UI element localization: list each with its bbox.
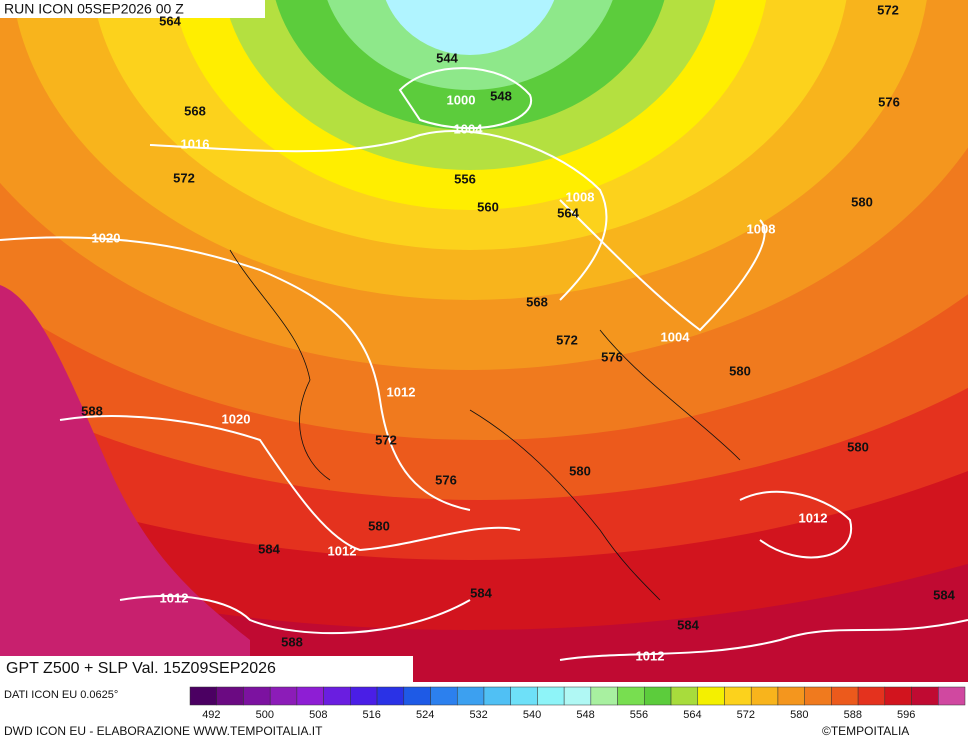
colorbar-tick-label: 508 — [309, 709, 327, 721]
colorbar-swatch — [697, 686, 725, 706]
colorbar-swatch — [537, 686, 565, 706]
colorbar-tick-label: 556 — [630, 709, 648, 721]
geopotential-label: 572 — [173, 170, 195, 185]
geopotential-label: 572 — [877, 2, 899, 17]
geopotential-label: 572 — [556, 332, 578, 347]
colorbar-swatch — [938, 686, 966, 706]
colorbar-tick-label: 596 — [897, 709, 915, 721]
geopotential-label: 576 — [878, 94, 900, 109]
footer-title: GPT Z500 + SLP Val. 15Z09SEP2026 — [6, 660, 276, 677]
pressure-label: 1012 — [799, 510, 828, 525]
colorbar-swatch — [216, 686, 244, 706]
geopotential-label: 580 — [368, 518, 390, 533]
colorbar-swatch — [804, 686, 832, 706]
colorbar-tick-label: 492 — [202, 709, 220, 721]
geopotential-label: 580 — [569, 463, 591, 478]
pressure-label: 1008 — [566, 189, 595, 204]
colorbar-tick-label: 580 — [790, 709, 808, 721]
geopotential-label: 544 — [436, 50, 458, 65]
colorbar: 492 500 508 516 524 532 540 548 556 564 572 580 588 5… — [189, 686, 966, 721]
colorbar-swatch — [884, 686, 912, 706]
colorbar-tick-label: 588 — [844, 709, 862, 721]
geopotential-label: 576 — [435, 472, 457, 487]
geopotential-label: 548 — [490, 88, 512, 103]
geopotential-field — [0, 0, 968, 682]
geopotential-label: 564 — [159, 13, 181, 28]
geopotential-label: 588 — [281, 634, 303, 649]
colorbar-tick-label: 548 — [576, 709, 594, 721]
footer-box — [0, 656, 413, 682]
colorbar-swatch — [376, 686, 405, 706]
geopotential-label: 588 — [81, 403, 103, 418]
colorbar-swatch — [857, 686, 886, 706]
geopotential-label: 584 — [677, 617, 699, 632]
geopotential-label: 584 — [933, 587, 955, 602]
pressure-label: 1004 — [454, 121, 484, 136]
pressure-label: 1020 — [222, 411, 251, 426]
colorbar-tick-label: 524 — [416, 709, 434, 721]
colorbar-swatch — [350, 686, 378, 706]
colorbar-swatch — [724, 686, 752, 706]
colorbar-swatch — [323, 686, 351, 706]
colorbar-swatch — [189, 686, 217, 706]
colorbar-tick-label: 540 — [523, 709, 541, 721]
geopotential-label: 560 — [477, 199, 499, 214]
colorbar-tick-label: 572 — [737, 709, 755, 721]
pressure-label: 1012 — [387, 384, 416, 399]
header-box — [0, 0, 265, 18]
geopotential-label: 568 — [526, 294, 548, 309]
pressure-label: 1008 — [747, 221, 776, 236]
colorbar-swatch — [243, 686, 271, 706]
colorbar-tick-label: 500 — [256, 709, 274, 721]
colorbar-swatch — [777, 686, 805, 706]
source: DATI ICON EU 0.0625° — [4, 689, 118, 701]
pressure-label: 1000 — [447, 92, 476, 107]
geopotential-label: 580 — [729, 363, 751, 378]
logo: ©TEMPOITALIA — [822, 724, 909, 738]
geopotential-label: 580 — [847, 439, 869, 454]
colorbar-swatch — [296, 686, 324, 706]
geopotential-label: 572 — [375, 432, 397, 447]
pressure-label: 1012 — [636, 648, 665, 663]
coastlines — [229, 249, 741, 601]
colorbar-tick-label: 532 — [469, 709, 487, 721]
colorbar-swatch — [644, 686, 672, 706]
geopotential-label: 584 — [258, 541, 280, 556]
colorbar-tick-label: 516 — [363, 709, 381, 721]
geopotential-label: 564 — [557, 205, 579, 220]
geopotential-label: 576 — [601, 349, 623, 364]
geopotential-label: 580 — [851, 194, 873, 209]
colorbar-swatch — [456, 686, 485, 706]
colorbar-swatch — [403, 686, 431, 706]
colorbar-swatch — [911, 686, 939, 706]
pressure-label: 1020 — [92, 230, 121, 245]
colorbar-swatch — [750, 686, 779, 706]
colorbar-swatch — [430, 686, 458, 706]
colorbar-tick-label: 564 — [683, 709, 701, 721]
credit: DWD ICON EU - ELABORAZIONE WWW.TEMPOITAL… — [4, 724, 323, 738]
isobars — [0, 67, 968, 661]
colorbar-swatch — [510, 686, 538, 706]
colorbar-swatch — [617, 686, 645, 706]
colorbar-swatch — [563, 686, 592, 706]
header-title: RUN ICON 05SEP2026 00 Z — [4, 1, 184, 17]
geopotential-label: 584 — [470, 585, 492, 600]
geopotential-label: 568 — [184, 103, 206, 118]
geopotential-label: 556 — [454, 171, 476, 186]
colorbar-swatch — [483, 686, 511, 706]
pressure-label: 1004 — [661, 329, 691, 344]
colorbar-swatch — [670, 686, 699, 706]
pressure-label: 1012 — [160, 590, 189, 605]
colorbar-swatch — [269, 686, 298, 706]
colorbar-swatch — [831, 686, 859, 706]
pressure-label: 1016 — [181, 136, 210, 151]
pressure-label: 1012 — [328, 543, 357, 558]
colorbar-swatch — [590, 686, 618, 706]
